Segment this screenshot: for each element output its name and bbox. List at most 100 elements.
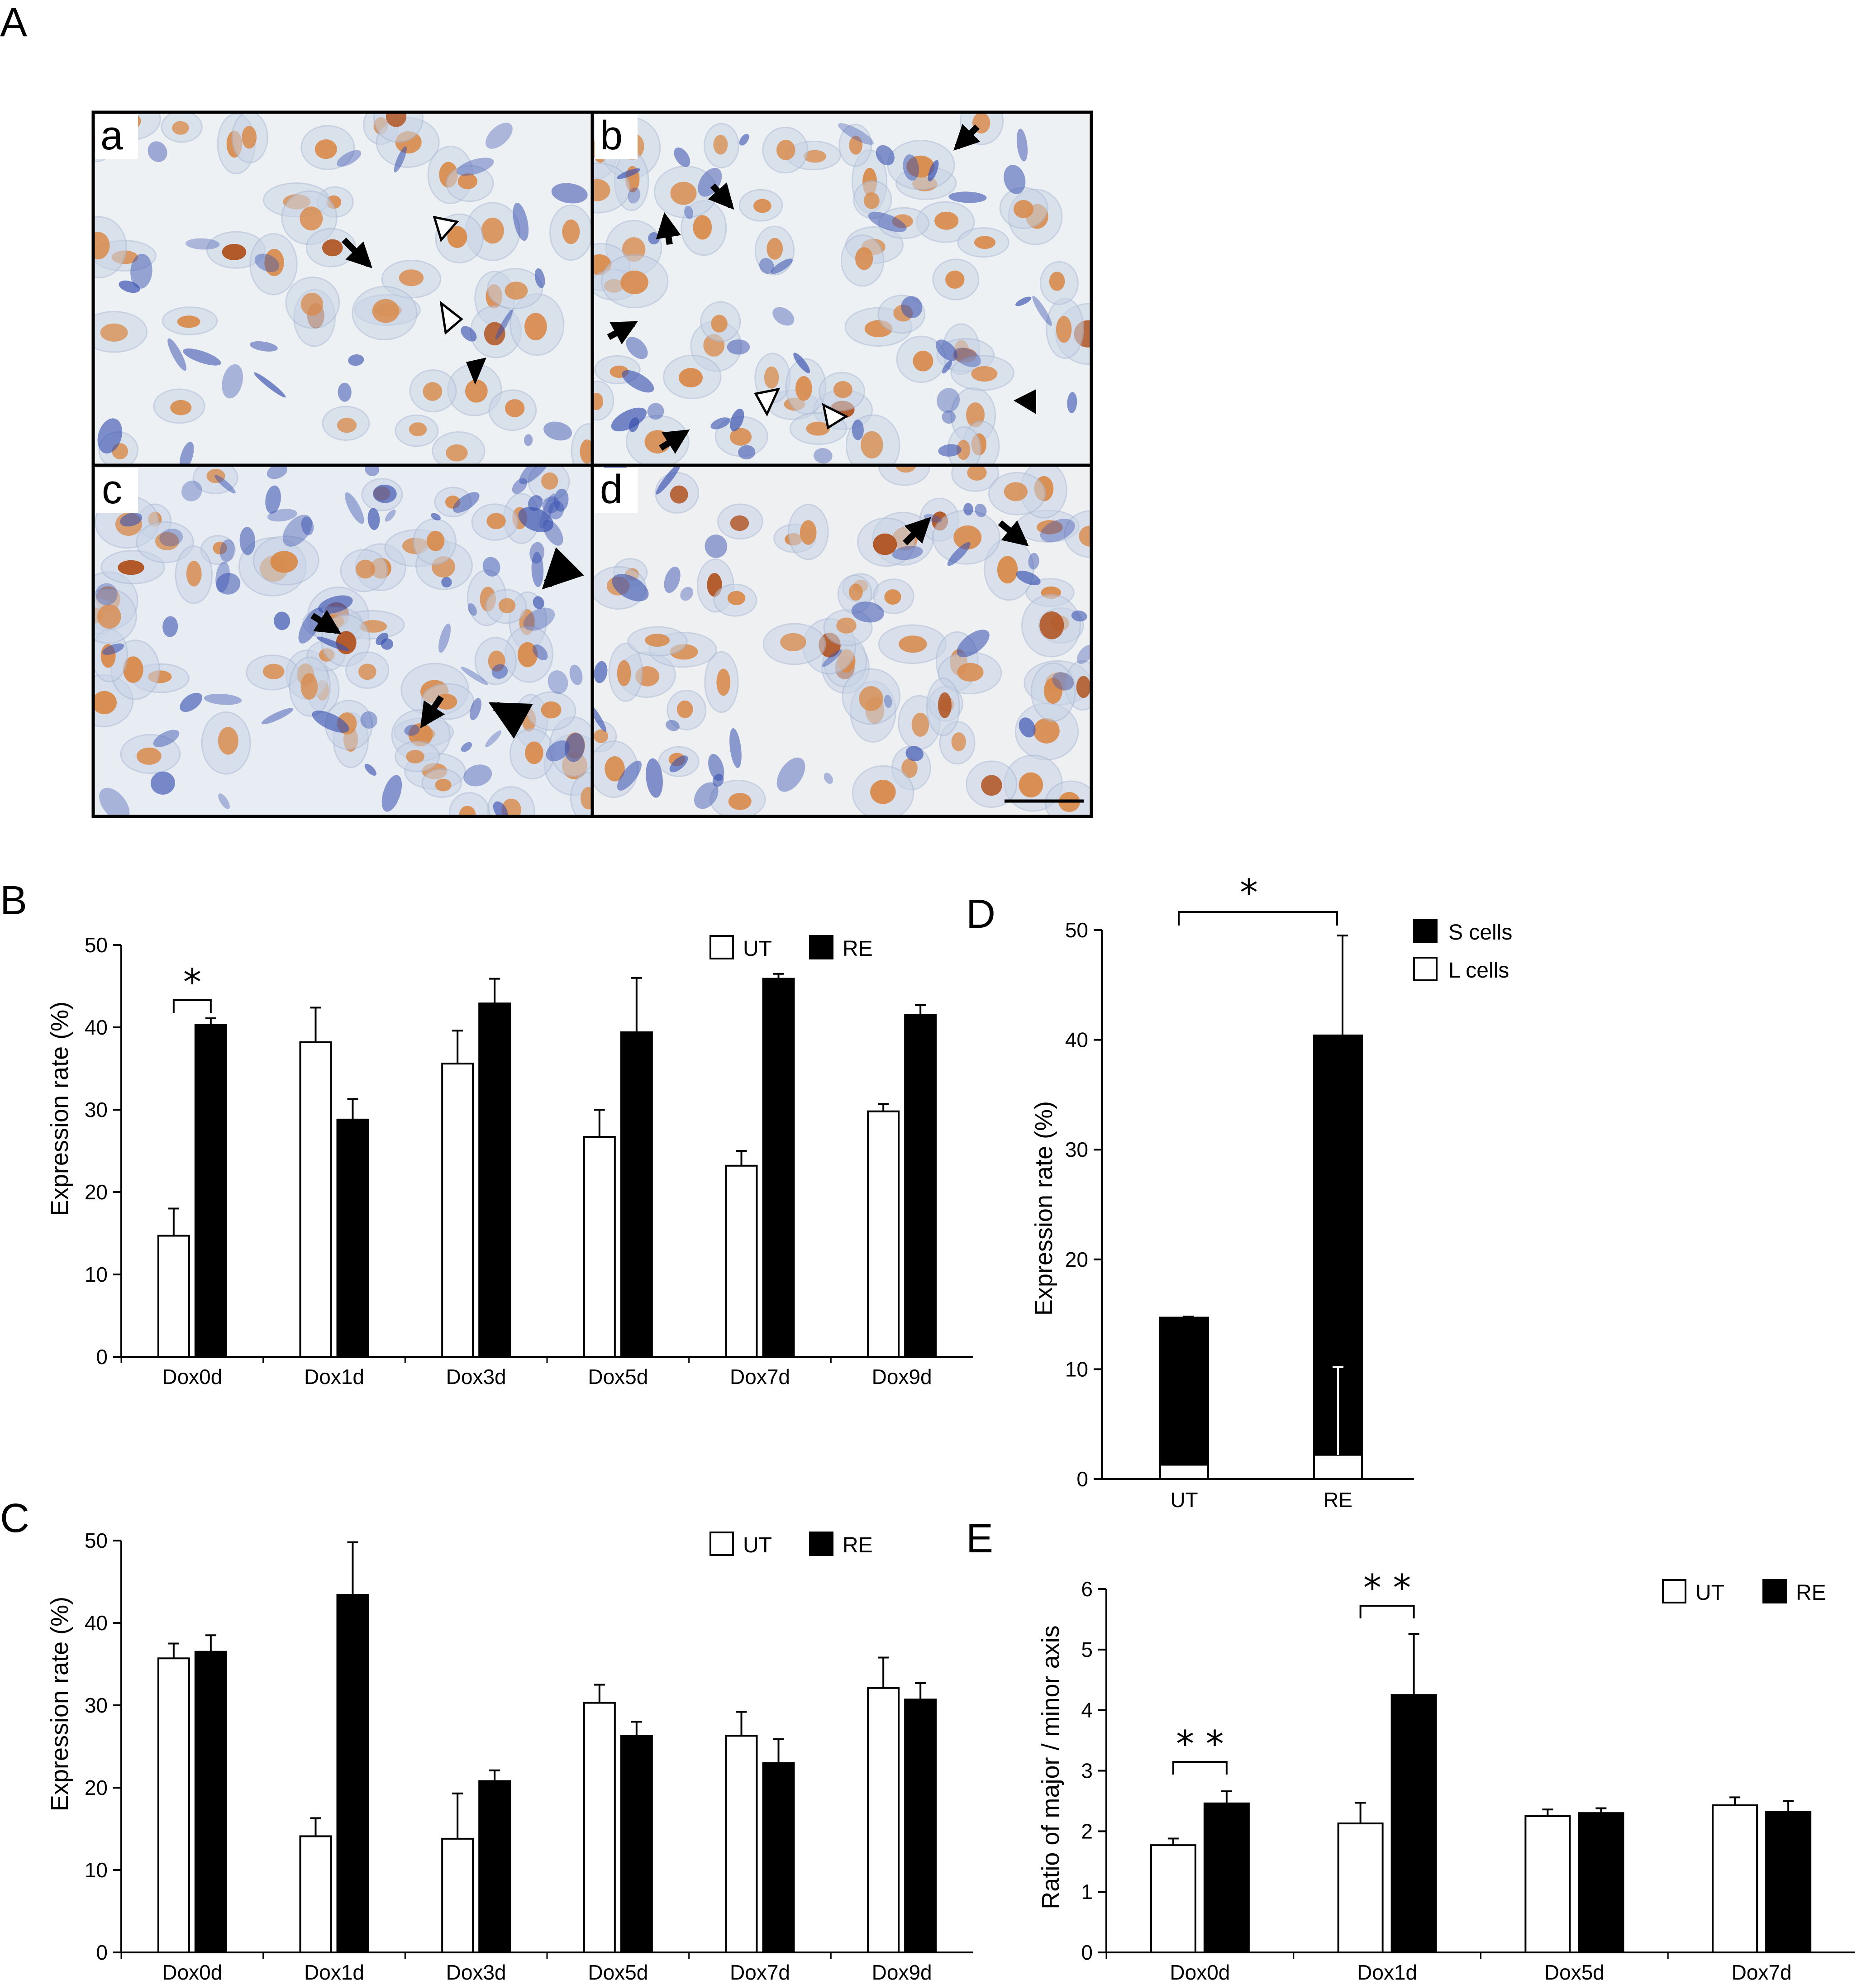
stain-patch — [776, 757, 805, 792]
cell-nucleus — [1019, 772, 1043, 798]
bar-s-cells — [1159, 1317, 1209, 1466]
x-tick-label: Dox7d — [730, 1365, 790, 1389]
cell-nucleus — [727, 591, 746, 606]
stain-patch — [482, 557, 500, 577]
x-tick-label: Dox0d — [162, 1365, 222, 1389]
cell-nucleus — [481, 217, 504, 244]
x-tick-label: Dox9d — [872, 1365, 932, 1389]
stain-patch — [282, 515, 312, 547]
cell-nucleus — [957, 663, 984, 682]
x-tick-label: Dox3d — [446, 1961, 506, 1984]
stain-patch — [528, 495, 543, 511]
stain-patch — [167, 338, 186, 371]
arrow-icon — [659, 429, 690, 454]
bar-re — [762, 1762, 795, 1953]
stain-patch — [928, 160, 939, 181]
legend-swatch-ut — [709, 935, 734, 959]
cell-nucleus — [355, 559, 376, 579]
cell-nucleus — [776, 139, 795, 160]
stain-patch — [337, 150, 362, 167]
stain-patch — [942, 410, 956, 424]
cell-nucleus — [730, 515, 749, 531]
cell-nucleus — [1033, 718, 1060, 744]
stain-patch — [793, 353, 810, 373]
cell-nucleus — [899, 635, 927, 653]
stain-patch — [461, 742, 472, 752]
stain-patch — [938, 444, 962, 457]
bar-re — [1203, 1802, 1250, 1954]
stain-patch — [957, 630, 990, 658]
stain-patch — [935, 339, 958, 361]
stain-patch — [404, 725, 420, 736]
stain-patch — [254, 253, 280, 272]
stain-patch — [824, 773, 833, 784]
stain-patch — [204, 694, 242, 705]
cell-nucleus — [186, 561, 202, 587]
stain-patch — [684, 205, 693, 219]
bar-re — [1390, 1694, 1437, 1953]
stain-patch — [664, 567, 681, 593]
cell-nucleus — [498, 598, 516, 613]
bar-re — [620, 1031, 653, 1358]
y-tick-label: 30 — [1065, 1138, 1088, 1161]
y-tick-label: 10 — [1065, 1357, 1088, 1381]
y-tick-label: 3 — [1081, 1759, 1093, 1783]
stain-patch — [318, 595, 353, 614]
stain-patch — [852, 419, 864, 440]
stain-patch — [338, 382, 352, 402]
arrow-icon — [488, 701, 533, 739]
stain-patch — [553, 488, 569, 512]
cell-nucleus — [806, 421, 830, 436]
cell-nucleus — [676, 700, 693, 718]
arrowhead-icon — [466, 358, 486, 385]
cell-nucleus — [1056, 316, 1072, 343]
bar-ut — [157, 1657, 190, 1953]
bar-ut — [441, 1837, 474, 1954]
stain-patch — [385, 509, 396, 522]
chart-d: Expression rate (%) 0 10 20 30 40 50 UT RE S cel… — [1030, 872, 1512, 1512]
stain-patch — [892, 546, 923, 560]
stain-patch — [360, 711, 378, 729]
chart-c-ylabel: Expression rate (%) — [46, 1597, 73, 1811]
cell-nucleus — [1049, 272, 1065, 291]
legend-label-ut: UT — [743, 937, 772, 961]
cell-nucleus — [264, 248, 284, 277]
cell-nucleus — [358, 663, 376, 680]
stain-patch — [486, 123, 513, 149]
bar-ut — [725, 1164, 758, 1358]
stain-patch — [622, 370, 654, 393]
cell-nucleus — [459, 806, 476, 816]
cell-nucleus — [562, 219, 580, 244]
cell-nucleus — [670, 485, 688, 504]
stain-patch — [461, 326, 477, 342]
cell-nucleus — [136, 747, 162, 765]
stain-patch — [594, 704, 607, 732]
cell-body — [449, 792, 490, 816]
x-tick-label: Dox0d — [1170, 1961, 1230, 1984]
stain-patch — [546, 740, 570, 762]
sublabel-a: a — [100, 113, 124, 158]
cell-nucleus — [861, 431, 883, 459]
arrow-icon — [903, 517, 931, 545]
cell-nucleus — [399, 269, 424, 286]
stain-patch — [316, 636, 349, 651]
cell-nucleus — [716, 668, 731, 696]
legend-label-s-cells: S cells — [1448, 921, 1512, 945]
stain-patch — [452, 492, 480, 513]
cell-nucleus — [670, 181, 697, 205]
stain-patch — [273, 611, 290, 630]
sublabel-bg — [595, 114, 638, 159]
stain-patch — [534, 268, 545, 288]
x-tick-label: UT — [1170, 1488, 1198, 1512]
stain-patch — [214, 475, 236, 494]
significance-bracket — [1178, 911, 1338, 926]
cell-nucleus — [270, 551, 298, 573]
y-tick-label: 1 — [1081, 1880, 1093, 1904]
cell-nucleus — [447, 226, 467, 248]
open-arrow-icon — [822, 403, 849, 430]
bar-re — [904, 1014, 937, 1358]
stain-patch — [216, 573, 241, 595]
x-tick-label: Dox1d — [304, 1961, 364, 1984]
cell-nucleus — [951, 732, 966, 751]
y-tick-label: 10 — [85, 1263, 108, 1286]
